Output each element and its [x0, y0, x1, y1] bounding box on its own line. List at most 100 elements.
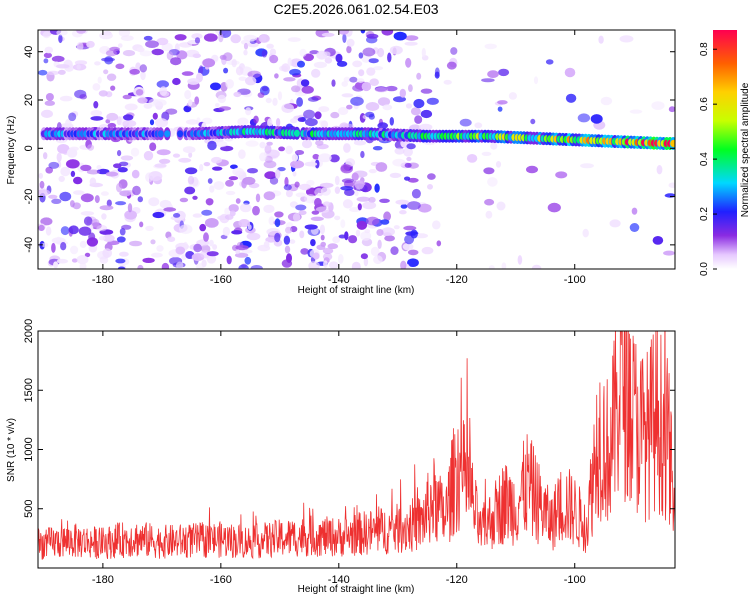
noise-blob: [235, 198, 241, 204]
noise-blob: [225, 179, 234, 187]
noise-blob: [582, 228, 589, 238]
noise-blob: [56, 152, 62, 162]
noise-blob: [410, 107, 421, 116]
noise-blob: [274, 211, 284, 218]
noise-blob: [362, 47, 376, 57]
noise-blob: [148, 197, 160, 207]
noise-blob: [223, 67, 229, 74]
noise-blob: [97, 76, 102, 84]
noise-blob: [191, 33, 203, 40]
noise-blob: [432, 220, 441, 230]
noise-blob: [80, 193, 94, 203]
noise-blob: [243, 34, 258, 42]
noise-blob: [201, 209, 213, 216]
noise-blob: [73, 190, 85, 195]
noise-blob: [336, 60, 348, 67]
noise-blob: [272, 97, 278, 106]
noise-blob: [275, 118, 281, 127]
noise-blob: [70, 170, 76, 177]
noise-blob: [354, 190, 359, 197]
noise-blob: [487, 70, 499, 78]
noise-blob: [117, 167, 128, 173]
noise-blob: [225, 79, 234, 89]
noise-blob: [484, 198, 495, 206]
noise-blob: [373, 66, 384, 71]
noise-blob: [176, 261, 184, 269]
noise-blob: [263, 240, 270, 249]
noise-blob: [199, 164, 204, 172]
noise-blob: [308, 261, 320, 269]
noise-blob: [368, 58, 379, 64]
y-tick-label: 20: [23, 94, 35, 106]
noise-blob: [230, 164, 238, 170]
noise-blob: [246, 232, 261, 241]
noise-blob: [668, 106, 675, 113]
noise-blob: [298, 210, 307, 216]
noise-blob: [296, 97, 303, 107]
noise-blob: [405, 57, 412, 68]
noise-blob: [414, 115, 423, 124]
noise-blob: [274, 73, 279, 79]
noise-blob: [353, 140, 367, 146]
noise-blob: [59, 191, 72, 202]
noise-blob: [188, 152, 193, 158]
noise-blob: [427, 184, 433, 190]
noise-blob: [165, 108, 178, 115]
noise-blob: [292, 171, 297, 177]
noise-blob: [222, 226, 231, 237]
noise-blob: [178, 42, 193, 48]
noise-blob: [301, 85, 314, 94]
noise-blob: [404, 234, 415, 245]
noise-blob: [487, 177, 498, 187]
noise-blob: [474, 122, 483, 129]
noise-blob: [115, 258, 126, 264]
noise-blob: [322, 247, 334, 255]
noise-blob: [341, 81, 349, 87]
noise-blob: [668, 182, 675, 188]
noise-blob: [481, 78, 495, 83]
x-tick-label: -140: [328, 274, 350, 286]
noise-blob: [179, 197, 189, 203]
noise-blob: [58, 34, 63, 44]
noise-blob: [577, 113, 591, 123]
colorbar-gradient: [713, 30, 737, 269]
colorbar: 0.0 0.2 0.4 0.6 0.8 Normalized spectral ampl…: [699, 30, 750, 276]
noise-blob: [466, 154, 478, 163]
noise-blob: [323, 260, 328, 268]
noise-blob: [252, 205, 260, 216]
noise-blob: [268, 216, 275, 226]
noise-blob: [225, 190, 236, 196]
noise-blob: [173, 213, 181, 218]
noise-blob: [102, 248, 112, 258]
noise-blob: [389, 117, 394, 126]
noise-blob: [343, 76, 351, 83]
noise-blob: [211, 156, 222, 164]
noise-blob: [341, 178, 355, 183]
noise-blob: [406, 156, 412, 162]
noise-blob: [497, 106, 503, 112]
noise-blob: [322, 201, 331, 207]
noise-blob: [90, 116, 104, 121]
noise-blob: [158, 158, 171, 164]
colorbar-tick-label: 0.0: [699, 262, 710, 276]
noise-blob: [375, 162, 388, 172]
ridge-cell: [293, 129, 300, 137]
noise-blob: [349, 76, 358, 83]
noise-blob: [122, 94, 132, 100]
noise-blob: [57, 144, 70, 154]
noise-blob: [344, 188, 355, 196]
noise-blob: [393, 225, 400, 230]
colorbar-tick-label: 0.6: [699, 97, 710, 111]
noise-blob: [247, 224, 252, 230]
noise-blob: [338, 30, 349, 35]
colorbar-tick-label: 0.4: [699, 152, 710, 166]
x-tick-label: -120: [446, 574, 468, 586]
noise-blob: [356, 220, 368, 230]
noise-blob: [407, 249, 419, 256]
noise-blob: [344, 231, 349, 241]
snr-plot-area: [38, 331, 675, 560]
noise-blob: [360, 231, 372, 241]
noise-blob: [404, 162, 412, 168]
noise-blob: [130, 147, 140, 157]
noise-blob: [377, 239, 382, 249]
